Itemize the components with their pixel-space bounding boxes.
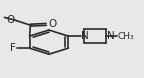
Text: F: F <box>10 43 16 53</box>
Text: O: O <box>6 15 15 25</box>
Text: O: O <box>48 19 56 29</box>
Text: CH₃: CH₃ <box>118 32 134 41</box>
Text: N: N <box>81 31 89 41</box>
Text: N: N <box>107 31 114 41</box>
